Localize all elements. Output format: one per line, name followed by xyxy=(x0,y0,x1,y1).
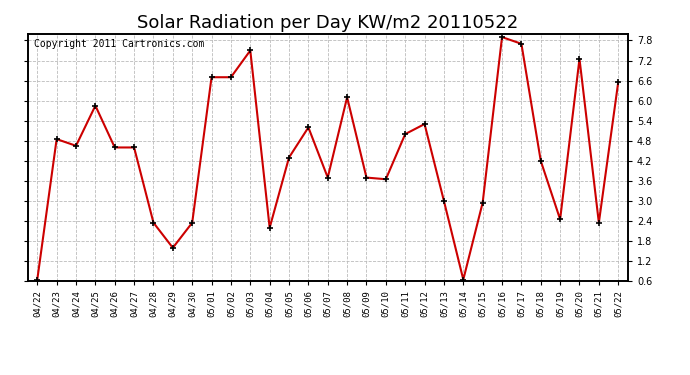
Text: Copyright 2011 Cartronics.com: Copyright 2011 Cartronics.com xyxy=(34,39,204,49)
Title: Solar Radiation per Day KW/m2 20110522: Solar Radiation per Day KW/m2 20110522 xyxy=(137,14,518,32)
